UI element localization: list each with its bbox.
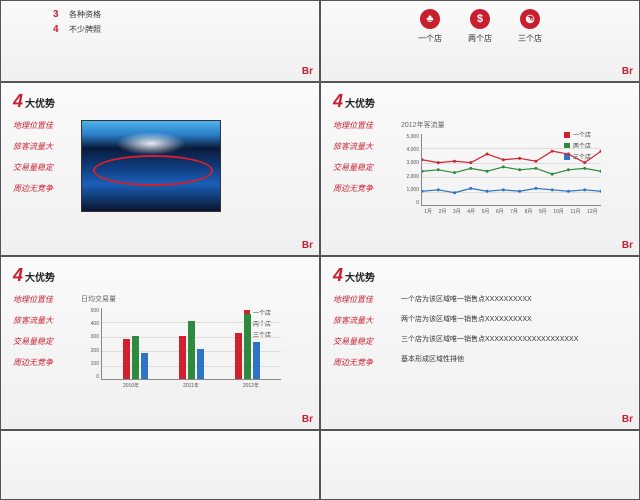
slide-6: 4 大优势 地理位置佳旅客流量大交易量稳定周边无竞争 一个店为该区域唯一销售点X…	[320, 256, 640, 430]
text-line: 两个店为该区域唯一销售点XXXXXXXXXX	[401, 314, 627, 324]
bar	[235, 333, 242, 379]
brand-mark: Br	[622, 66, 633, 77]
circle-icon: ☯	[520, 9, 540, 29]
icon-label: 一个店	[418, 33, 442, 44]
title-number: 4	[333, 91, 343, 112]
icon-item: ♣ 一个店	[418, 9, 442, 44]
bar	[197, 349, 204, 379]
bar	[141, 353, 148, 379]
line-chart: 一个店两个店三个店 5,0004,0003,0002,0001,0000 1月2…	[401, 134, 601, 224]
bar	[188, 321, 195, 379]
plot-area	[101, 308, 281, 380]
numbered-list: 3 各种资格 4 不少牌照	[53, 9, 307, 35]
advantage-item: 地理位置佳	[333, 120, 391, 131]
chart-subtitle: 日均交易量	[81, 294, 307, 304]
slide-5: 4 大优势 地理位置佳旅客流量大交易量稳定周边无竞争 日均交易量 一个店两个店三…	[0, 256, 320, 430]
slide-4: 4 大优势 地理位置佳旅客流量大交易量稳定周边无竞争 2012年客流量 一个店两…	[320, 82, 640, 256]
advantage-item: 地理位置佳	[13, 294, 71, 305]
slide-1: 3 各种资格 4 不少牌照 Br	[0, 0, 320, 82]
title-text: 大优势	[345, 95, 375, 110]
slide-title: 4 大优势	[333, 91, 627, 112]
advantage-list: 地理位置佳旅客流量大交易量稳定周边无竞争	[333, 294, 391, 378]
x-axis: 1月2月3月4月5月6月7月8月9月10月11月12月	[421, 208, 601, 215]
brand-mark: Br	[622, 240, 633, 251]
bar-groups	[102, 308, 281, 379]
advantage-item: 旅客流量大	[333, 141, 391, 152]
title-number: 4	[333, 265, 343, 286]
advantage-item: 旅客流量大	[13, 315, 71, 326]
bar	[123, 339, 130, 379]
icon-label: 三个店	[518, 33, 542, 44]
title-text: 大优势	[25, 95, 55, 110]
title-text: 大优势	[345, 269, 375, 284]
title-text: 大优势	[25, 269, 55, 284]
earth-image	[81, 120, 221, 212]
bar	[179, 336, 186, 379]
icon-item: ☯ 三个店	[518, 9, 542, 44]
plot-area	[421, 134, 601, 206]
slide-8	[320, 430, 640, 500]
line-series	[422, 134, 601, 206]
list-number: 4	[53, 24, 61, 35]
icon-item: $ 两个店	[468, 9, 492, 44]
title-number: 4	[13, 91, 23, 112]
list-number: 3	[53, 9, 61, 20]
bar-chart: 一个店两个店三个店 5004003002001000 2010年2011年201…	[81, 308, 281, 398]
advantage-item: 地理位置佳	[13, 120, 71, 131]
advantage-item: 交易量稳定	[333, 162, 391, 173]
slide-3: 4 大优势 地理位置佳旅客流量大交易量稳定周边无竞争 Br	[0, 82, 320, 256]
advantage-item: 周边无竞争	[333, 357, 391, 368]
x-axis: 2010年2011年2012年	[101, 382, 281, 389]
list-text: 不少牌照	[69, 24, 101, 35]
advantage-item: 交易量稳定	[13, 162, 71, 173]
slide-7	[0, 430, 320, 500]
advantage-item: 交易量稳定	[333, 336, 391, 347]
text-line: 一个店为该区域唯一销售点XXXXXXXXXX	[401, 294, 627, 304]
brand-mark: Br	[302, 240, 313, 251]
slide-title: 4 大优势	[333, 265, 627, 286]
icon-label: 两个店	[468, 33, 492, 44]
list-text: 各种资格	[69, 9, 101, 20]
title-number: 4	[13, 265, 23, 286]
advantage-item: 周边无竞争	[333, 183, 391, 194]
y-axis: 5,0004,0003,0002,0001,0000	[401, 134, 419, 206]
advantage-item: 周边无竞争	[13, 183, 71, 194]
bar-group	[235, 314, 260, 379]
advantage-list: 地理位置佳旅客流量大交易量稳定周边无竞争	[333, 120, 391, 224]
text-line: 三个店为该区域唯一销售点XXXXXXXXXXXXXXXXXXXX	[401, 334, 627, 344]
circle-icon: ♣	[420, 9, 440, 29]
text-line: 基本形成区域性排他	[401, 354, 627, 364]
bar-group	[123, 336, 148, 379]
advantage-list: 地理位置佳旅客流量大交易量稳定周边无竞争	[13, 294, 71, 398]
bar	[132, 336, 139, 379]
slide-2: ♣ 一个店 $ 两个店 ☯ 三个店 Br	[320, 0, 640, 82]
bar-group	[179, 321, 204, 379]
text-list: 一个店为该区域唯一销售点XXXXXXXXXX 两个店为该区域唯一销售点XXXXXX…	[401, 294, 627, 378]
circle-icon: $	[470, 9, 490, 29]
advantage-item: 旅客流量大	[13, 141, 71, 152]
slide-title: 4 大优势	[13, 265, 307, 286]
advantage-list: 地理位置佳旅客流量大交易量稳定周边无竞争	[13, 120, 71, 212]
slide-grid: 3 各种资格 4 不少牌照 Br ♣ 一个店 $ 两个店 ☯ 三个店 Br 4 大优势 地理位置…	[0, 0, 640, 500]
bar	[244, 314, 251, 379]
advantage-item: 周边无竞争	[13, 357, 71, 368]
brand-mark: Br	[302, 414, 313, 425]
bar	[253, 342, 260, 379]
slide-title: 4 大优势	[13, 91, 307, 112]
chart-subtitle: 2012年客流量	[401, 120, 627, 130]
advantage-item: 交易量稳定	[13, 336, 71, 347]
advantage-item: 旅客流量大	[333, 315, 391, 326]
icon-row: ♣ 一个店 $ 两个店 ☯ 三个店	[333, 9, 627, 44]
y-axis: 5004003002001000	[81, 308, 99, 380]
advantage-item: 地理位置佳	[333, 294, 391, 305]
brand-mark: Br	[622, 414, 633, 425]
brand-mark: Br	[302, 66, 313, 77]
